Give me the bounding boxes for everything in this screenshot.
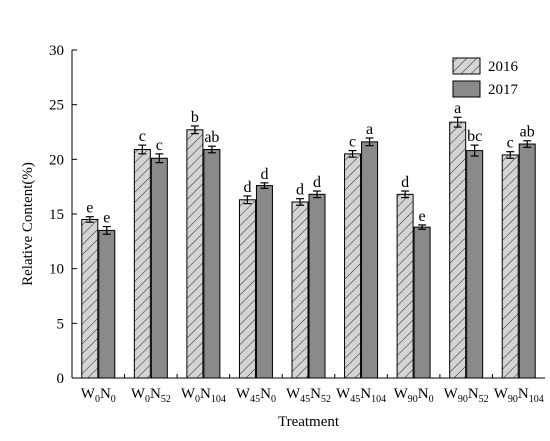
- bar-2017: [150, 157, 168, 379]
- significance-letter: d: [313, 174, 321, 191]
- legend-swatch-2017: [452, 80, 481, 98]
- x-tick-label: W0N52: [131, 386, 171, 405]
- significance-letter: a: [454, 100, 461, 117]
- y-tick-label: 0: [57, 371, 65, 387]
- significance-letter: c: [156, 137, 163, 154]
- bar-2017: [203, 148, 221, 379]
- bar-2017: [308, 193, 326, 379]
- significance-letter: c: [349, 134, 356, 151]
- significance-letter: e: [86, 200, 93, 217]
- significance-letter: c: [139, 128, 146, 145]
- significance-letter: d: [296, 182, 304, 199]
- significance-letter: ab: [204, 129, 219, 146]
- legend-swatch-2016: [452, 57, 481, 75]
- x-tick-label: W45N52: [286, 386, 331, 405]
- bar-2016: [186, 129, 204, 379]
- x-axis: W0N0 W0N52 W0N104 W45N0 W45N52 W45N104 W90N0 W9…: [72, 374, 545, 405]
- x-tick-label: W90N104: [494, 386, 544, 405]
- legend-label: 2016: [488, 59, 519, 75]
- y-tick-label: 10: [49, 262, 64, 278]
- y-axis-label: Relative Content(%): [20, 162, 36, 286]
- y-tick-label: 5: [57, 316, 65, 332]
- bar-2016: [344, 153, 362, 379]
- legend: 2016 2017: [452, 57, 519, 98]
- bar-2016: [81, 218, 99, 379]
- x-tick-label: W0N0: [81, 386, 116, 405]
- significance-letter: ab: [520, 124, 535, 141]
- bar-2017: [466, 150, 484, 379]
- y-tick-label: 30: [49, 43, 64, 59]
- bar-2016: [238, 199, 256, 379]
- significance-letter: b: [191, 109, 199, 126]
- significance-letter: a: [366, 121, 373, 138]
- bar-2016: [133, 148, 151, 379]
- bar-2017: [361, 141, 379, 379]
- y-axis: 0 5 10 15 20 25 30: [49, 43, 77, 387]
- bar-2016: [449, 121, 467, 379]
- significance-letter: c: [507, 135, 514, 152]
- significance-letter: d: [260, 166, 268, 183]
- x-axis-label: Treatment: [278, 414, 340, 430]
- significance-letter: bc: [467, 128, 482, 145]
- bar-2016: [396, 193, 414, 379]
- x-tick-label: W90N0: [394, 386, 434, 405]
- bar-2017: [518, 143, 536, 379]
- y-tick-label: 25: [49, 98, 64, 114]
- x-tick-label: W0N104: [181, 386, 226, 405]
- x-tick-label: W90N52: [444, 386, 489, 405]
- significance-letter: e: [103, 210, 110, 227]
- significance-letter: d: [243, 179, 251, 196]
- legend-label: 2017: [488, 82, 519, 98]
- significance-letter: d: [401, 174, 409, 191]
- bar-2016: [501, 154, 519, 379]
- y-tick-label: 15: [49, 207, 64, 223]
- bar-2016: [291, 201, 309, 379]
- y-tick-label: 20: [49, 152, 64, 168]
- bar-2017: [255, 185, 273, 379]
- x-tick-label: W45N0: [236, 386, 276, 405]
- bar-2017: [98, 229, 116, 379]
- bar-2017: [413, 226, 431, 379]
- x-tick-label: W45N104: [336, 386, 386, 405]
- significance-letter: e: [419, 208, 426, 225]
